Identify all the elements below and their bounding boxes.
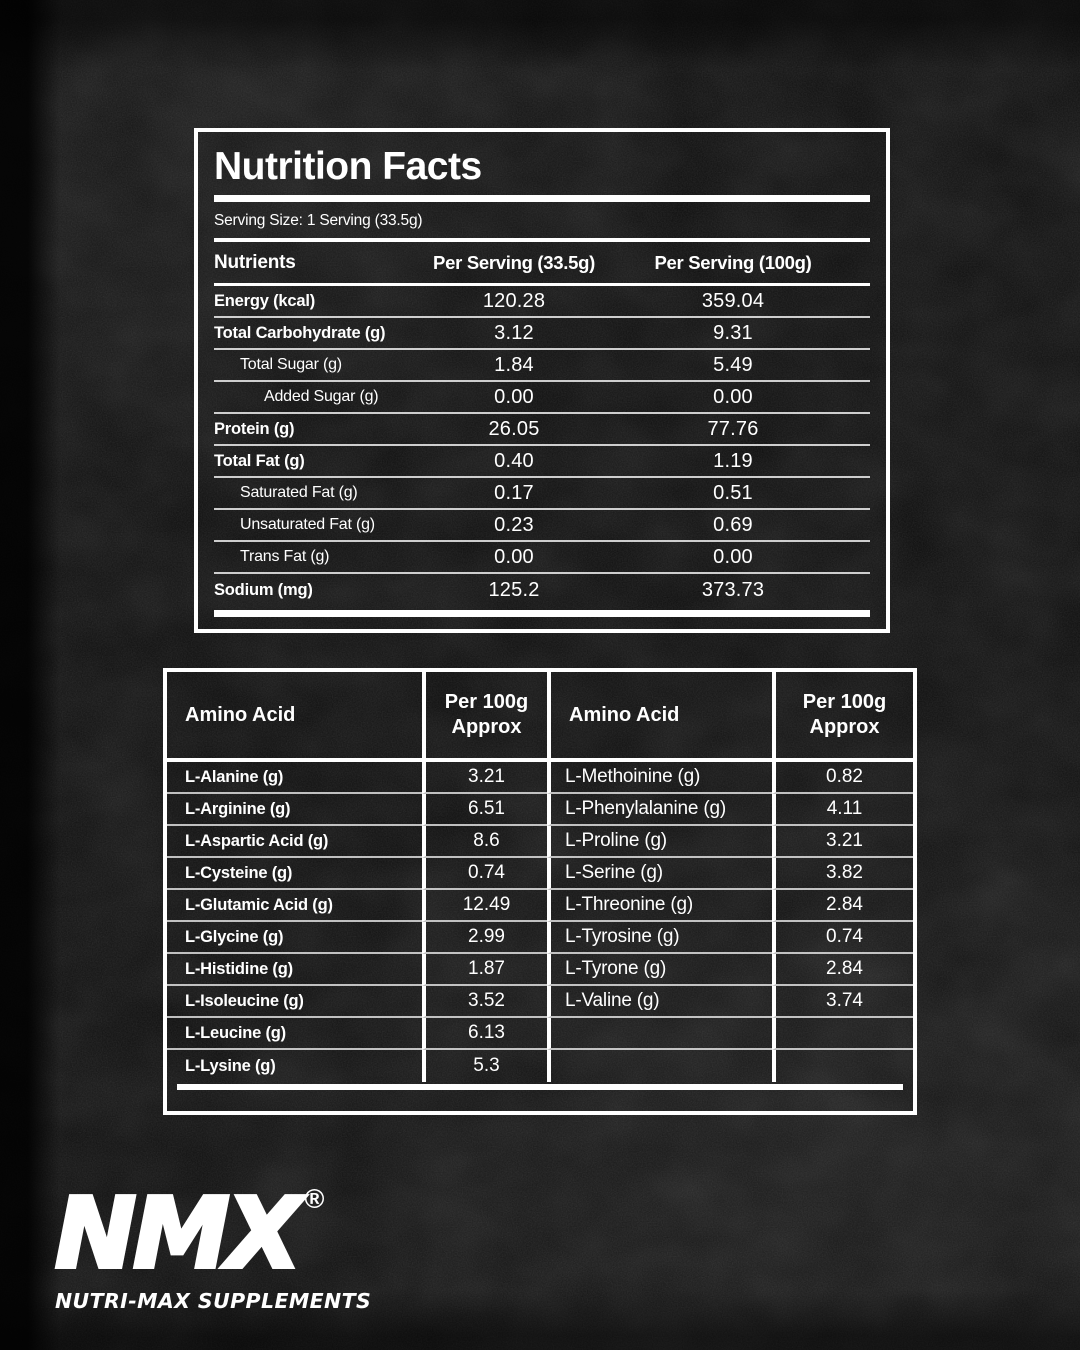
amino-header-left: Amino Acid [167,672,422,762]
nutrition-facts-title: Nutrition Facts [214,145,482,188]
amino-name: L-Histidine (g) [167,954,422,986]
amino-value: 3.82 [772,858,913,890]
serving-size: Serving Size: 1 Serving (33.5g) [214,212,423,229]
amino-name: L-Proline (g) [547,826,772,858]
amino-acid-table: Amino Acid Per 100g Approx Amino Acid Pe… [167,672,913,1082]
table-row: Unsaturated Fat (g) 0.23 0.69 [214,510,870,542]
amino-acid-panel: Amino Acid Per 100g Approx Amino Acid Pe… [163,668,917,1115]
amino-name: L-Lysine (g) [185,1056,276,1075]
table-row: Protein (g) 26.05 77.76 [214,414,870,446]
nmx-logo: NMX [53,1177,303,1290]
table-row: Saturated Fat (g) 0.17 0.51 [214,478,870,510]
empty-cell [547,1050,772,1082]
registered-trademark-icon: ® [304,1184,325,1214]
table-row: Total Fat (g) 0.40 1.19 [214,446,870,478]
amino-value: 2.84 [772,890,913,922]
amino-name: L-Serine (g) [547,858,772,890]
amino-name: L-Isoleucine (g) [167,986,422,1018]
amino-value: 3.21 [422,762,547,794]
amino-value: 3.52 [422,986,547,1018]
amino-name: L-Tyrone (g) [547,954,772,986]
bottom-divider [214,610,870,617]
column-header-nutrients: Nutrients [214,251,296,273]
nutrition-facts-panel: Nutrition Facts Serving Size: 1 Serving … [194,128,890,633]
amino-value: 1.87 [422,954,547,986]
title-divider [214,195,870,202]
amino-value: 5.3 [422,1050,547,1082]
table-row: Sodium (mg) 125.2 373.73 [214,578,765,601]
table-row: Trans Fat (g) 0.00 0.00 [214,542,870,574]
amino-value: 4.11 [772,794,913,826]
table-row: Total Sugar (g) 1.84 5.49 [214,350,870,382]
amino-name: L-Glycine (g) [167,922,422,954]
amino-name: L-Methoinine (g) [547,762,772,794]
amino-name: L-Threonine (g) [547,890,772,922]
amino-value: 2.84 [772,954,913,986]
amino-name: L-Leucine (g) [167,1018,422,1050]
brand-tagline: NUTRI-MAX SUPPLEMENTS [55,1289,372,1314]
amino-value: 2.99 [422,922,547,954]
amino-name: L-Alanine (g) [167,762,422,794]
amino-value: 0.74 [422,858,547,890]
bottom-divider [177,1084,903,1090]
amino-name: L-Tyrosine (g) [547,922,772,954]
empty-cell [772,1018,913,1050]
amino-value: 3.21 [772,826,913,858]
amino-value: 0.82 [772,762,913,794]
nutrients-table: Energy (kcal) 120.28 359.04 Total Carboh… [214,286,870,606]
amino-name: L-Valine (g) [547,986,772,1018]
table-row: Energy (kcal) 120.28 359.04 [214,286,870,318]
amino-name: L-Phenylalanine (g) [547,794,772,826]
amino-name: L-Cysteine (g) [167,858,422,890]
empty-cell [772,1050,913,1082]
nutrients-header-row: Nutrients Per Serving (33.5g) Per Servin… [214,242,870,286]
amino-value: 12.49 [422,890,547,922]
amino-header-right: Amino Acid [547,672,772,762]
table-row: Total Carbohydrate (g) 3.12 9.31 [214,318,870,350]
amino-name: L-Aspartic Acid (g) [167,826,422,858]
table-row: Added Sugar (g) 0.00 0.00 [214,382,870,414]
amino-value: 6.13 [422,1018,547,1050]
amino-name: L-Glutamic Acid (g) [167,890,422,922]
amino-value: 6.51 [422,794,547,826]
amino-name: L-Arginine (g) [167,794,422,826]
column-header-per-serving: Per Serving (33.5g) [433,251,595,273]
amino-value: 0.74 [772,922,913,954]
amino-value: 8.6 [422,826,547,858]
amino-header-right-qty: Per 100g Approx [772,672,913,762]
amino-header-left-qty: Per 100g Approx [422,672,547,762]
amino-value: 3.74 [772,986,913,1018]
brand-block: NMX ® NUTRI-MAX SUPPLEMENTS [53,1177,372,1314]
empty-cell [547,1018,772,1050]
column-header-per-100g: Per Serving (100g) [654,251,812,273]
